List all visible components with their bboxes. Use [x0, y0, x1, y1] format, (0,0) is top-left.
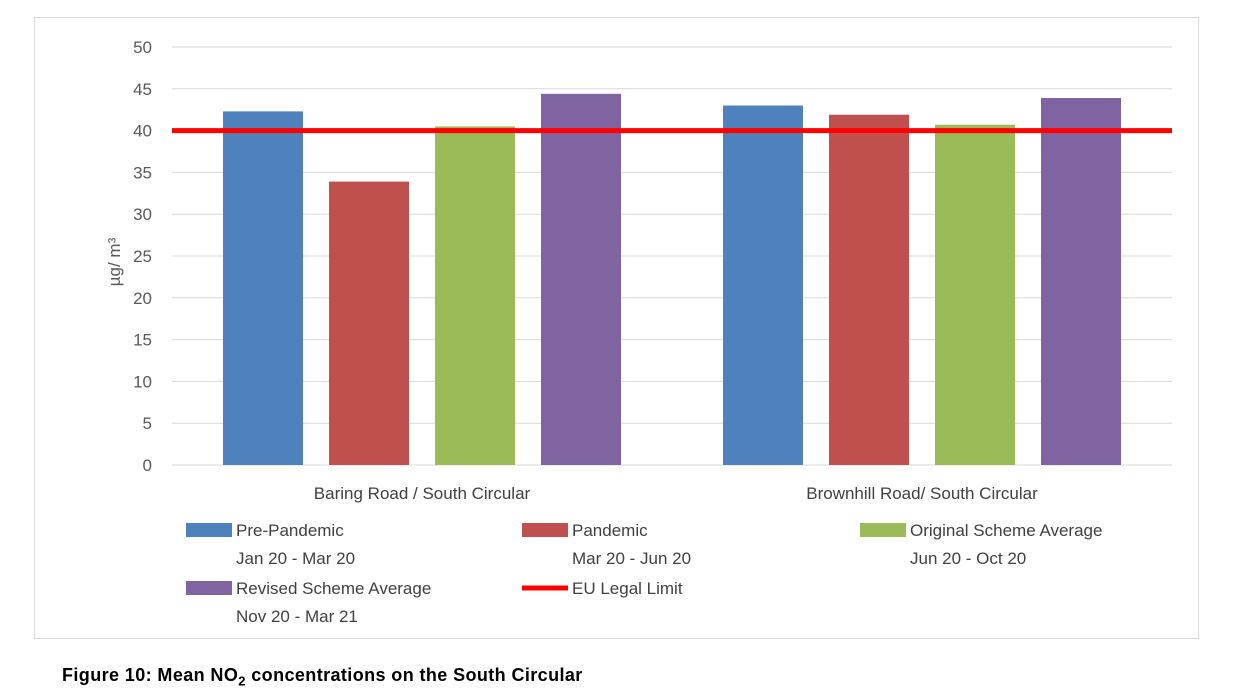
bar-pre-pandemic-1 [723, 105, 803, 466]
legend-label: Pandemic [572, 521, 648, 540]
bar-chart: 0 5 10 15 20 25 30 35 40 45 50 Baring Road / South… [105, 38, 1172, 626]
y-tick-label: 10 [133, 372, 152, 391]
y-tick-label: 35 [133, 163, 152, 182]
y-tick-label: 30 [133, 205, 152, 224]
legend-label: EU Legal Limit [572, 579, 683, 598]
legend-sublabel: Nov 20 - Mar 21 [236, 607, 358, 626]
legend-label: Revised Scheme Average [236, 579, 431, 598]
legend-swatch [522, 523, 568, 537]
caption-subscript: 2 [238, 673, 246, 689]
y-tick-label: 20 [133, 289, 152, 308]
bar-revised-scheme-average-0 [541, 93, 621, 465]
bar-pre-pandemic-0 [223, 111, 303, 465]
bar-original-scheme-average-1 [935, 124, 1015, 466]
y-tick-label: 50 [133, 38, 152, 57]
y-tick-label: 0 [143, 456, 152, 475]
y-tick-label: 15 [133, 331, 152, 350]
figure-caption: Figure 10: Mean NO2 concentrations on th… [62, 665, 583, 689]
legend: Pre-Pandemic Jan 20 - Mar 20 Pandemic Mar 2… [186, 521, 1102, 626]
caption-suffix: concentrations on the South Circular [245, 665, 583, 685]
y-axis-label: µg/ m³ [105, 237, 124, 286]
category-labels: Baring Road / South Circular Brownhill Ro… [314, 484, 1038, 503]
y-tick-label: 5 [143, 414, 152, 433]
y-tick-label: 25 [133, 247, 152, 266]
bar-original-scheme-average-0 [435, 126, 515, 466]
bar-revised-scheme-average-1 [1041, 97, 1121, 465]
y-tick-label: 40 [133, 122, 152, 141]
y-tick-labels: 0 5 10 15 20 25 30 35 40 45 50 [133, 38, 152, 475]
legend-sublabel: Jun 20 - Oct 20 [910, 549, 1026, 568]
legend-swatch [860, 523, 906, 537]
legend-swatch [186, 581, 232, 595]
bars [223, 93, 1121, 466]
legend-label: Pre-Pandemic [236, 521, 344, 540]
y-tick-label: 45 [133, 80, 152, 99]
gridlines [172, 46, 1172, 466]
legend-sublabel: Mar 20 - Jun 20 [572, 549, 691, 568]
bar-pandemic-0 [329, 181, 409, 465]
category-label: Brownhill Road/ South Circular [806, 484, 1038, 503]
bar-pandemic-1 [829, 114, 909, 465]
caption-prefix: Figure 10: Mean NO [62, 665, 239, 685]
category-label: Baring Road / South Circular [314, 484, 531, 503]
legend-label: Original Scheme Average [910, 521, 1102, 540]
legend-sublabel: Jan 20 - Mar 20 [236, 549, 355, 568]
legend-swatch [186, 523, 232, 537]
